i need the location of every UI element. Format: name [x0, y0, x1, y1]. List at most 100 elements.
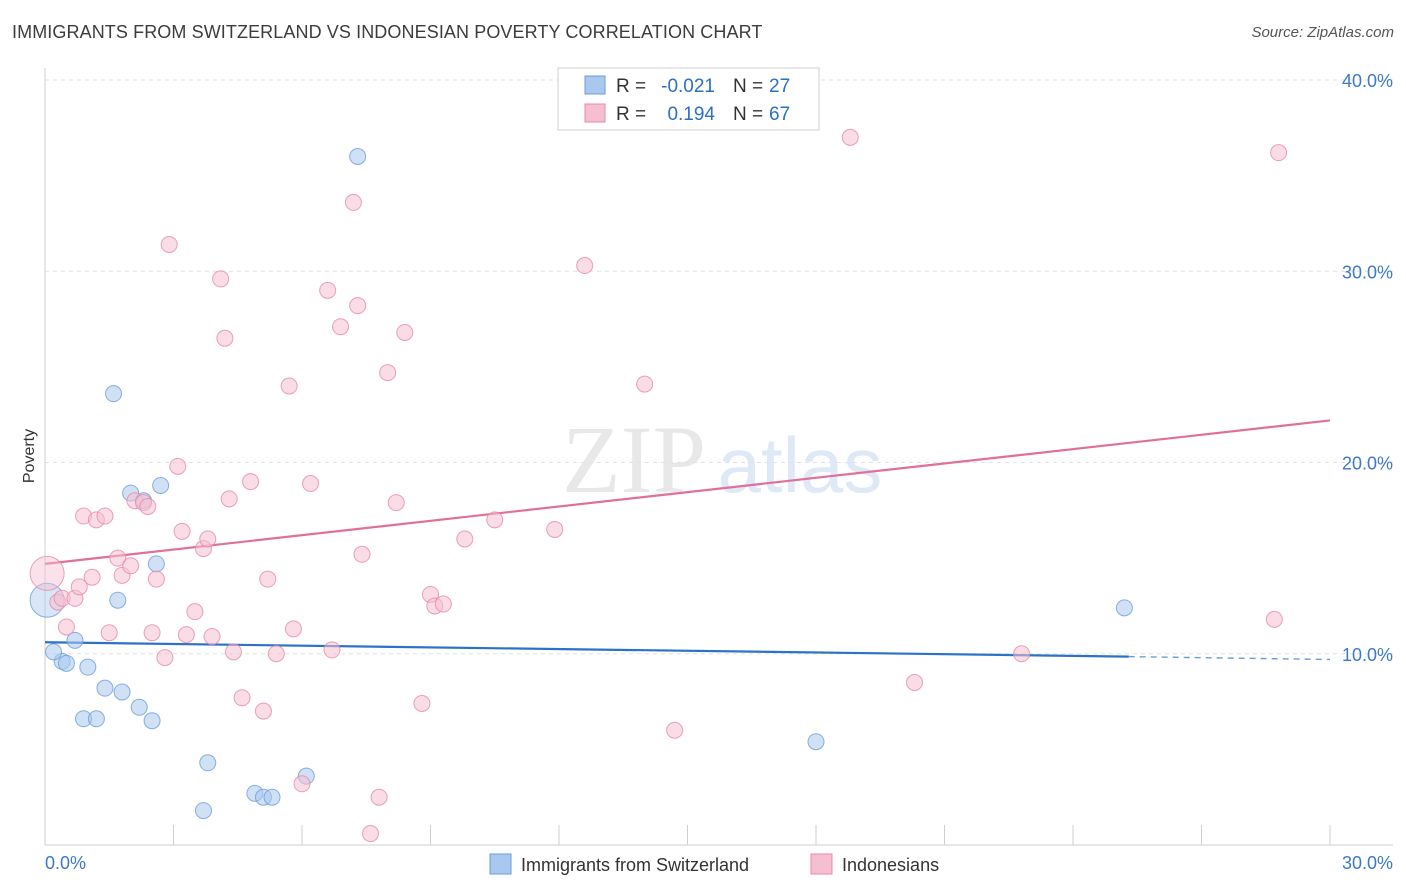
- point-switzerland: [349, 148, 367, 165]
- point-switzerland: [45, 643, 63, 661]
- point-indonesians: [70, 578, 88, 596]
- point-indonesians: [344, 193, 362, 211]
- point-switzerland: [807, 733, 825, 751]
- legend-swatch-switzerland: [489, 853, 512, 875]
- stats-r-value: 0.194: [667, 104, 715, 125]
- point-switzerland: [147, 555, 165, 573]
- point-indonesians: [233, 689, 251, 707]
- point-switzerland: [152, 476, 170, 494]
- point-indonesians: [413, 694, 431, 712]
- point-switzerland: [143, 712, 161, 730]
- point-indonesians: [280, 377, 298, 395]
- stats-r-label: R =: [616, 76, 646, 97]
- series-legend: Immigrants from Switzerland Indonesians: [489, 853, 939, 875]
- point-indonesians: [156, 649, 174, 667]
- point-indonesians: [387, 494, 405, 512]
- stats-legend: R = -0.021 N = 27 R = 0.194 N = 67: [557, 67, 820, 131]
- y-tick-label: 20.0%: [1342, 454, 1393, 474]
- point-indonesians: [139, 497, 157, 515]
- point-indonesians: [212, 270, 230, 288]
- trend-line-switzerland: [44, 641, 1129, 658]
- point-indonesians: [302, 475, 320, 493]
- trend-lines: [44, 419, 1331, 661]
- point-indonesians: [284, 620, 302, 638]
- x-tick-label: 0.0%: [45, 853, 86, 873]
- point-indonesians: [203, 628, 221, 646]
- point-indonesians: [349, 297, 367, 315]
- point-indonesians: [1013, 645, 1031, 663]
- data-points: [29, 128, 1288, 843]
- y-tick-label: 40.0%: [1342, 71, 1393, 91]
- point-switzerland: [57, 654, 75, 672]
- y-tick-label: 10.0%: [1342, 645, 1393, 665]
- point-indonesians: [122, 557, 140, 575]
- point-switzerland: [263, 788, 281, 806]
- point-indonesians: [100, 624, 118, 642]
- point-indonesians: [83, 568, 101, 586]
- point-indonesians: [362, 825, 380, 843]
- point-switzerland: [113, 683, 131, 701]
- point-indonesians: [57, 618, 75, 636]
- legend-swatch-indonesians: [810, 853, 833, 875]
- stats-swatch-blue: [584, 75, 606, 95]
- stats-n-label: N =: [733, 104, 763, 125]
- watermark-atlas: atlas: [718, 421, 883, 509]
- point-indonesians: [29, 555, 65, 591]
- point-indonesians: [186, 603, 204, 621]
- point-indonesians: [323, 641, 341, 659]
- point-indonesians: [242, 473, 260, 491]
- point-indonesians: [224, 643, 242, 661]
- point-switzerland: [130, 698, 148, 716]
- trend-line-switzerland-extension: [1128, 655, 1331, 661]
- point-indonesians: [576, 257, 594, 275]
- point-indonesians: [109, 549, 127, 567]
- point-switzerland: [1115, 599, 1133, 617]
- point-indonesians: [396, 323, 414, 341]
- point-indonesians: [319, 281, 337, 299]
- point-switzerland: [96, 679, 114, 697]
- stats-r-value: -0.021: [661, 76, 715, 97]
- point-indonesians: [841, 128, 859, 146]
- point-switzerland: [87, 710, 105, 728]
- point-switzerland: [79, 658, 97, 676]
- y-tick-label: 30.0%: [1342, 262, 1393, 282]
- point-indonesians: [1265, 610, 1283, 628]
- point-indonesians: [906, 673, 924, 691]
- point-indonesians: [267, 645, 285, 663]
- point-indonesians: [456, 530, 474, 548]
- chart-title: IMMIGRANTS FROM SWITZERLAND VS INDONESIA…: [12, 22, 763, 42]
- point-indonesians: [173, 522, 191, 540]
- point-switzerland: [109, 591, 127, 609]
- point-indonesians: [199, 530, 217, 548]
- legend-label-switzerland: Immigrants from Switzerland: [521, 855, 749, 875]
- stats-n-value: 67: [769, 104, 790, 125]
- point-indonesians: [370, 788, 388, 806]
- chart-source: Source: ZipAtlas.com: [1251, 24, 1394, 41]
- point-switzerland: [105, 385, 123, 403]
- point-indonesians: [96, 507, 114, 525]
- point-indonesians: [143, 624, 161, 642]
- point-indonesians: [259, 570, 277, 588]
- stats-n-label: N =: [733, 76, 763, 97]
- stats-n-value: 27: [769, 76, 790, 97]
- point-indonesians: [169, 457, 187, 475]
- point-indonesians: [220, 490, 238, 508]
- watermark: ZIP atlas: [562, 406, 882, 513]
- y-axis-label: Poverty: [21, 429, 38, 483]
- point-indonesians: [216, 329, 234, 347]
- point-indonesians: [486, 511, 504, 529]
- axes: [44, 68, 1393, 846]
- legend-label-indonesians: Indonesians: [842, 855, 939, 875]
- point-indonesians: [636, 375, 654, 393]
- trend-line-indonesians: [44, 419, 1331, 565]
- watermark-zip: ZIP: [562, 406, 706, 513]
- point-switzerland: [199, 754, 217, 772]
- point-indonesians: [1270, 144, 1288, 162]
- point-indonesians: [353, 545, 371, 563]
- grid: [44, 79, 1393, 845]
- point-indonesians: [332, 318, 350, 336]
- point-indonesians: [666, 721, 684, 739]
- point-indonesians: [293, 775, 311, 793]
- x-tick-label: 30.0%: [1342, 853, 1393, 873]
